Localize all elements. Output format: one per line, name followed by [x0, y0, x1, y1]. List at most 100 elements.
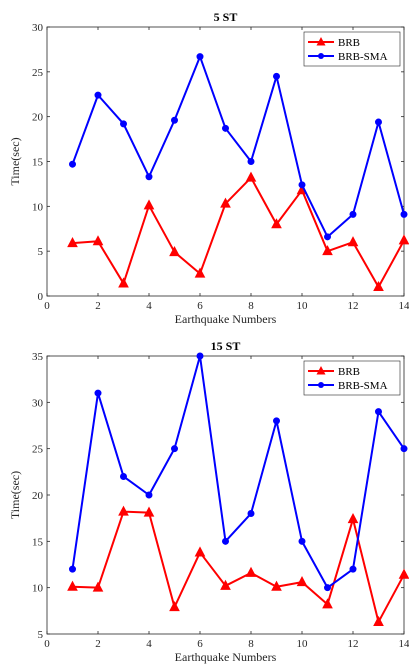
chart-1-legend-entry-brb-label: BRB: [338, 37, 360, 49]
chart-2-xtick-label: 4: [146, 638, 152, 650]
chart-2-legend-entry-brb-sma-label: BRB-SMA: [338, 380, 388, 392]
chart-2-ytick-label: 15: [32, 536, 44, 548]
chart-1-series-brb-point: [373, 280, 384, 292]
chart-2-series-brb-sma-point: [222, 537, 229, 545]
chart-2-series-brb-sma-point: [375, 408, 382, 416]
chart-1-ytick-label: 10: [32, 201, 44, 213]
chart-1-ytick-label: 20: [32, 112, 44, 124]
chart-2: 0 2 4 6 8 10 12 14 5 10 15 20 25 30 35 15 ST Earthquake …: [8, 339, 409, 664]
chart-2-xtick-label: 0: [44, 638, 50, 650]
chart-1-series-brb-sma-point: [196, 53, 204, 61]
chart-1-ytick-label: 0: [38, 291, 44, 303]
chart-2-xtick-label: 14: [399, 638, 409, 650]
chart-2-series-brb-point: [373, 615, 384, 626]
chart-1: 0 2 4 6 8 10 12 14 0 5 10 15 20 25 30 5 ST Earthquake Nu…: [8, 10, 409, 326]
chart-2-series-brb-line: [72, 510, 405, 623]
chart-1-series-brb-point: [322, 245, 333, 256]
chart-2-series-brb-sma-point: [94, 389, 102, 397]
chart-1-series-brb-sma-point: [273, 72, 280, 80]
chart-1-xtick-label: 0: [44, 300, 50, 312]
chart-1-xtick-label: 2: [95, 300, 101, 312]
chart-2-legend-entry-brb-sma-marker: [318, 382, 324, 388]
chart-1-series-brb-point: [143, 199, 155, 210]
chart-2-series-brb-point: [296, 576, 308, 587]
chart-1-series-brb-sma-point: [298, 181, 306, 189]
chart-2-series-brb-point: [245, 566, 257, 577]
chart-2-series-brb-point: [220, 579, 231, 590]
chart-2-series-brb-point: [398, 568, 409, 579]
chart-1-series-brb-point: [118, 277, 129, 288]
chart-2-xtick-label: 2: [95, 638, 101, 650]
chart-2-xtick-label: 12: [348, 638, 359, 650]
chart-1-ytick-label: 15: [32, 157, 44, 169]
chart-1-xtick-label: 4: [146, 300, 152, 312]
chart-1-series-brb-sma-line: [71, 55, 405, 238]
chart-2-series-brb-sma-point: [273, 417, 280, 425]
chart-1-xtick-label: 14: [399, 300, 409, 312]
chart-1-series-brb-sma-point: [145, 173, 153, 181]
chart-1-series-brb-point: [398, 234, 409, 245]
chart-1-xlabel: Earthquake Numbers: [175, 312, 277, 326]
chart-2-series-brb-point: [322, 598, 333, 609]
chart-2-series-brb-sma-point: [145, 491, 153, 499]
chart-1-legend-box: [303, 31, 401, 67]
chart-1-series-brb-point: [245, 171, 257, 182]
chart-2-series-brb-point: [67, 580, 78, 591]
chart-2-ytick-label: 25: [32, 444, 44, 456]
chart-2-series-brb-point: [271, 580, 282, 591]
chart-2-series-brb-sma-point: [171, 445, 178, 453]
chart-1-series-brb-point: [169, 245, 180, 257]
chart-1-legend-entry-brb-sma-label: BRB-SMA: [338, 51, 388, 63]
chart-1-series-brb-point: [92, 235, 104, 246]
chart-2-xlabel: Earthquake Numbers: [175, 650, 277, 664]
chart-1-series-brb-sma-point: [120, 120, 127, 128]
chart-2-series-brb-point: [92, 581, 104, 592]
chart-1-series-brb-sma-point: [400, 210, 408, 218]
chart-2-title: 15 ST: [211, 339, 241, 353]
chart-1-xtick-label: 10: [297, 300, 309, 312]
chart-2-series-brb-sma-point: [196, 352, 204, 360]
chart-2-ylabel: Time(sec): [8, 471, 22, 519]
chart-2-series-brb-sma-point: [247, 510, 255, 518]
chart-2-series-brb-sma-point: [120, 472, 127, 480]
chart-1-series-brb-sma-point: [375, 118, 382, 126]
chart-1-legend-entry-brb-sma-marker: [318, 53, 324, 59]
chart-1-legend: BRB BRB-SMA: [303, 31, 401, 67]
chart-2-series-brb-point: [347, 513, 359, 524]
chart-2-series-brb-point: [143, 506, 155, 517]
chart-1-series-brb-sma-point: [349, 210, 357, 218]
chart-1-series-brb-sma-point: [171, 116, 178, 124]
chart-2-series-brb-point: [169, 601, 180, 612]
chart-1-series-brb-point: [220, 197, 231, 208]
chart-1-series-brb-sma-point: [94, 91, 102, 99]
chart-2-series-brb-point: [194, 546, 206, 557]
chart-1-axes-box: [46, 26, 405, 297]
chart-1-legend-entry-brb-marker: [316, 37, 326, 46]
chart-1-series-brb-point: [347, 236, 359, 247]
chart-1-title: 5 ST: [214, 10, 238, 24]
chart-1-series-brb-point: [194, 267, 206, 278]
chart-1-xtick-label: 8: [248, 300, 254, 312]
chart-2-legend: BRB BRB-SMA: [303, 360, 401, 396]
chart-1-ylabel: Time(sec): [8, 137, 22, 185]
chart-2-series-brb-sma-line: [71, 355, 405, 589]
chart-2-series-brb-sma-point: [349, 565, 357, 573]
chart-1-series-brb-sma-point: [222, 124, 229, 132]
chart-2-axes-box: [46, 355, 405, 635]
chart-2-ytick-label: 35: [32, 351, 44, 363]
chart-2-series-brb-sma-point: [298, 537, 306, 545]
chart-1-xtick-label: 6: [197, 300, 203, 312]
chart-1-series-brb-line: [72, 176, 405, 289]
chart-2-series-brb-point: [118, 505, 129, 516]
chart-2-ytick-label: 5: [38, 629, 44, 641]
chart-2-xtick-label: 8: [248, 638, 254, 650]
chart-1-series-brb-sma-point: [247, 158, 255, 165]
chart-1-series-brb-point: [271, 218, 282, 229]
chart-2-legend-entry-brb-label: BRB: [338, 366, 360, 378]
chart-2-legend-entry-brb-marker: [316, 366, 326, 375]
chart-2-legend-box: [303, 360, 401, 396]
chart-1-ytick-label: 25: [32, 67, 44, 79]
chart-1-ytick-label: 5: [38, 246, 44, 258]
chart-2-ytick-label: 20: [32, 490, 44, 502]
